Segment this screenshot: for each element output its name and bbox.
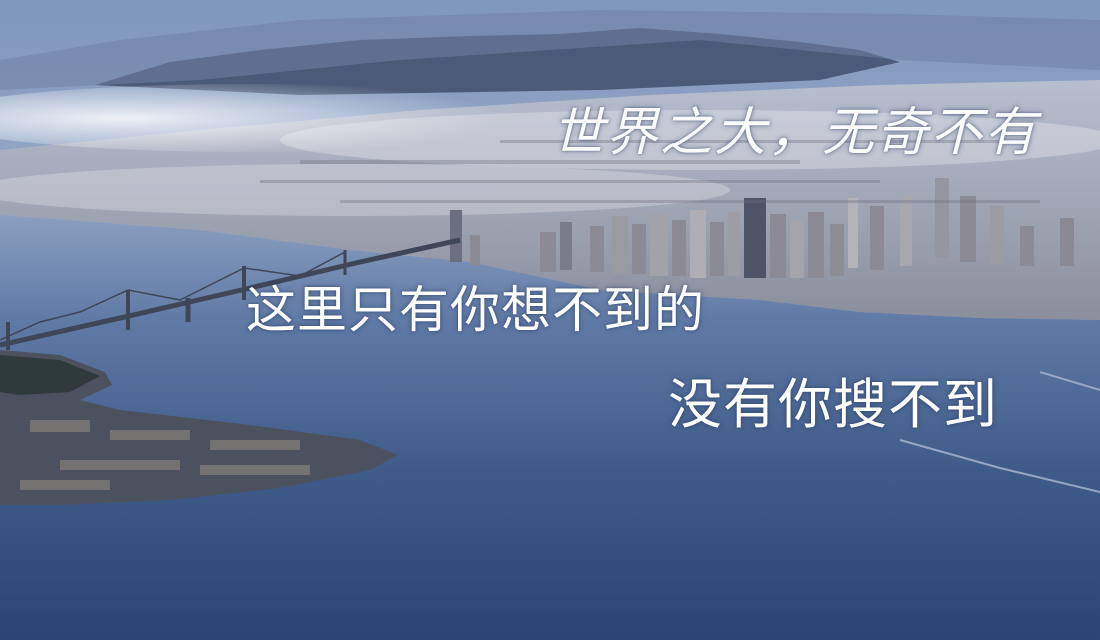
far-hills	[0, 10, 1100, 90]
caption-line-2: 这里只有你想不到的	[246, 281, 705, 339]
boat-wake-2	[1039, 371, 1100, 391]
mountain-ridge	[95, 28, 900, 95]
fog-bank	[0, 84, 570, 152]
island-buildings	[20, 420, 310, 490]
bay-bridge	[0, 237, 461, 350]
downtown-skyline	[450, 178, 1074, 278]
island-vegetation	[0, 355, 100, 395]
boat-wake	[899, 439, 1100, 493]
fog-bank-3	[0, 164, 730, 216]
city-texture	[260, 140, 1040, 203]
caption-line-1: 世界之大，无奇不有	[552, 103, 1039, 163]
bay-water	[0, 215, 1100, 640]
caption-line-3: 没有你搜不到	[668, 373, 998, 436]
fog-bank-2	[280, 110, 1100, 170]
